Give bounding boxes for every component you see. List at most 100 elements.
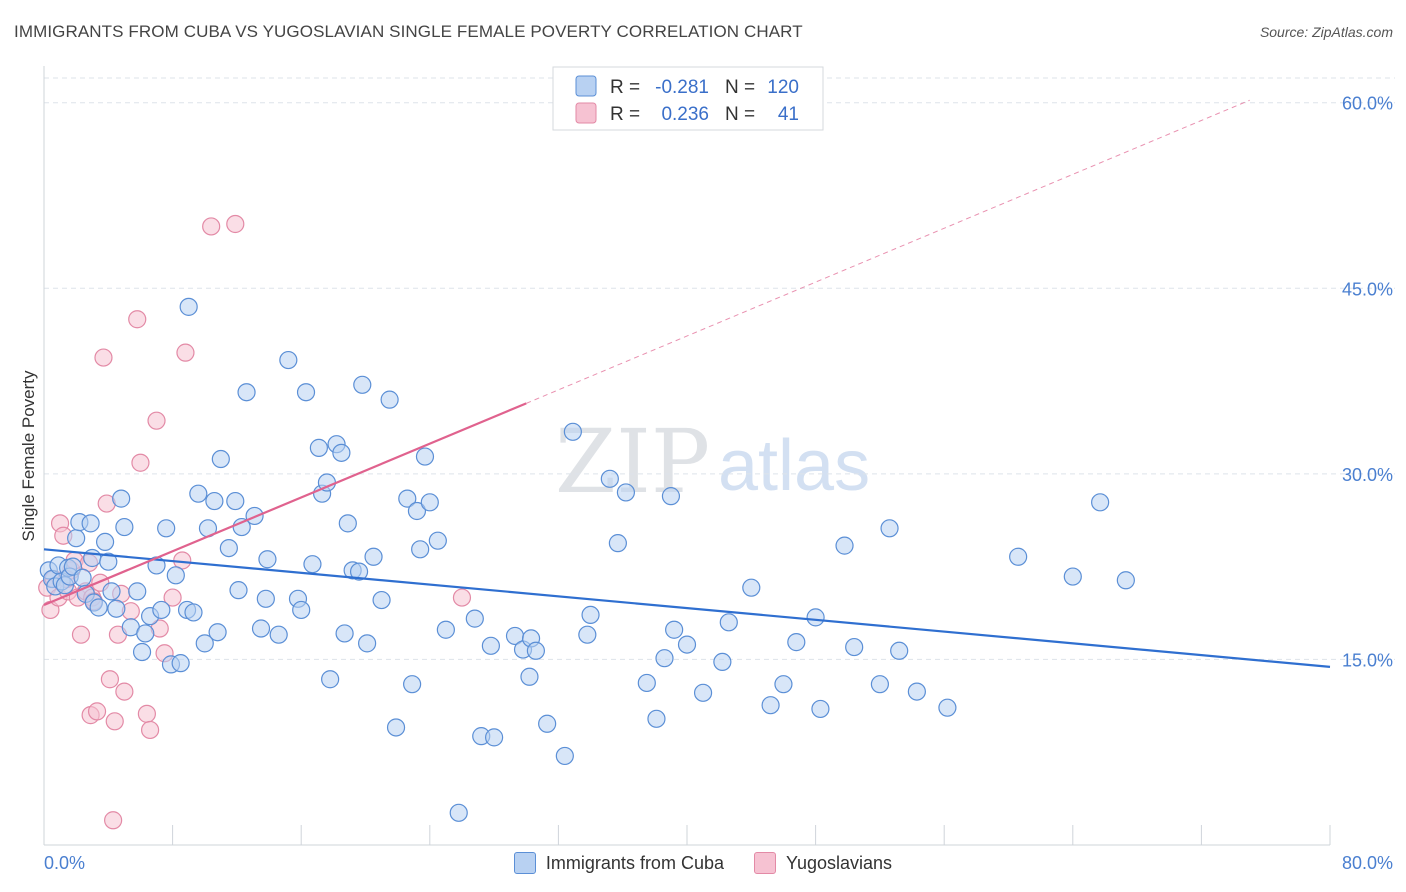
cuba-point [398,489,417,508]
cuba-point [136,624,155,643]
cuba-point [256,589,275,608]
cuba-point [128,582,147,601]
cuba-point [189,484,208,503]
cuba-point [870,675,890,694]
chart-title: IMMIGRANTS FROM CUBA VS YUGOSLAVIAN SING… [14,22,803,41]
cuba-point [600,469,619,488]
yugoslavians-point [105,712,124,731]
cuba-point [526,641,545,660]
cuba-point [538,714,557,733]
cuba-point [449,803,468,822]
cuba-point [880,519,899,538]
y-tick-label: 15.0% [1342,650,1393,670]
cuba-point [335,624,354,643]
axis-layer: 15.0% 30.0% 45.0% 60.0% [43,66,1393,846]
legend-r-label-2: R = [610,104,640,125]
cuba-point [279,350,298,370]
cuba-point [1091,493,1110,512]
cuba-point [411,540,430,559]
cuba-point [226,491,245,511]
cuba-point [208,623,227,642]
bottom-legend-item-cuba: Immigrants from Cuba [513,852,724,874]
yugoslavians-point [226,214,245,234]
legend-n-value-2: 41 [778,104,799,125]
cuba-point [73,568,92,587]
cuba-point [349,562,369,581]
cuba-point [205,491,224,511]
cuba-point [107,599,126,618]
yugoslavians-trend-extension [526,99,1250,404]
cuba-point [938,698,957,717]
cuba-point [83,548,102,568]
cuba-point [81,514,100,533]
yugoslavians-point [163,588,182,607]
yugoslavians-point [140,720,160,740]
yugoslavians-point [100,670,120,689]
cuba-point [806,608,825,627]
cuba-point [655,649,674,668]
cuba-point [563,422,582,441]
trend-lines [43,99,1331,668]
cuba-point [237,383,256,402]
cuba-point [292,600,311,620]
legend-swatch-cuba [575,75,597,97]
cuba-points [39,297,1135,822]
cuba-point [608,534,627,553]
bottom-legend: Immigrants from Cuba Yugoslavians [0,852,1406,874]
cuba-point [555,746,574,766]
cuba-point [211,449,230,469]
source-note: Source: ZipAtlas.com [1259,24,1393,40]
yugoslavians-point [104,811,123,830]
legend-n-label-2: N = [725,104,755,125]
cuba-point [269,625,288,644]
cuba-point [761,696,780,715]
cuba-point [95,532,115,552]
cuba-point [157,519,176,538]
watermark-atlas: atlas [718,426,870,506]
cuba-trend-line [43,548,1331,668]
cuba-point [581,605,600,625]
yugoslavians-trend-line [43,402,527,607]
x-tick-right: 80.0% [1342,853,1393,873]
cuba-point [1116,571,1135,590]
cuba-point [890,641,909,660]
cuba-point [89,598,108,617]
yugoslavians-point [452,588,472,607]
cuba-point [787,633,806,652]
bottom-legend-label-cuba: Immigrants from Cuba [545,852,724,873]
cuba-point [332,443,351,462]
legend-r-value-1: -0.281 [655,77,709,98]
bottom-legend-item-yugoslavians: Yugoslavians [753,852,892,874]
yugoslavians-point [131,453,150,472]
cuba-point [465,609,484,628]
legend-r-value-2: 0.236 [661,104,709,125]
cuba-point [811,699,830,719]
cuba-point [407,501,427,521]
cuba-point [1063,567,1082,586]
yugoslavians-point [202,217,221,236]
cuba-point [719,613,738,632]
cuba-point [251,619,271,638]
cuba-point [677,635,697,654]
cuba-point [296,383,316,402]
y-tick-label: 60.0% [1342,94,1393,114]
bottom-legend-swatch-cuba [513,852,536,874]
cuba-point [195,634,214,653]
legend-r-label-1: R = [610,77,640,98]
cuba-point [485,728,504,747]
cuba-point [171,654,190,673]
yugoslavians-point [137,704,156,723]
cuba-point [774,675,793,694]
cuba-point [219,538,238,558]
yugoslavians-point [176,343,195,362]
yugoslavians-point [71,625,91,644]
cuba-point [845,637,864,657]
cuba-point [99,552,118,571]
cuba-point [481,636,500,655]
cuba-point [179,297,198,316]
cuba-point [380,390,399,409]
x-tick-left: 0.0% [44,853,85,873]
y-tick-label: 45.0% [1342,279,1393,299]
cuba-point [309,438,328,457]
